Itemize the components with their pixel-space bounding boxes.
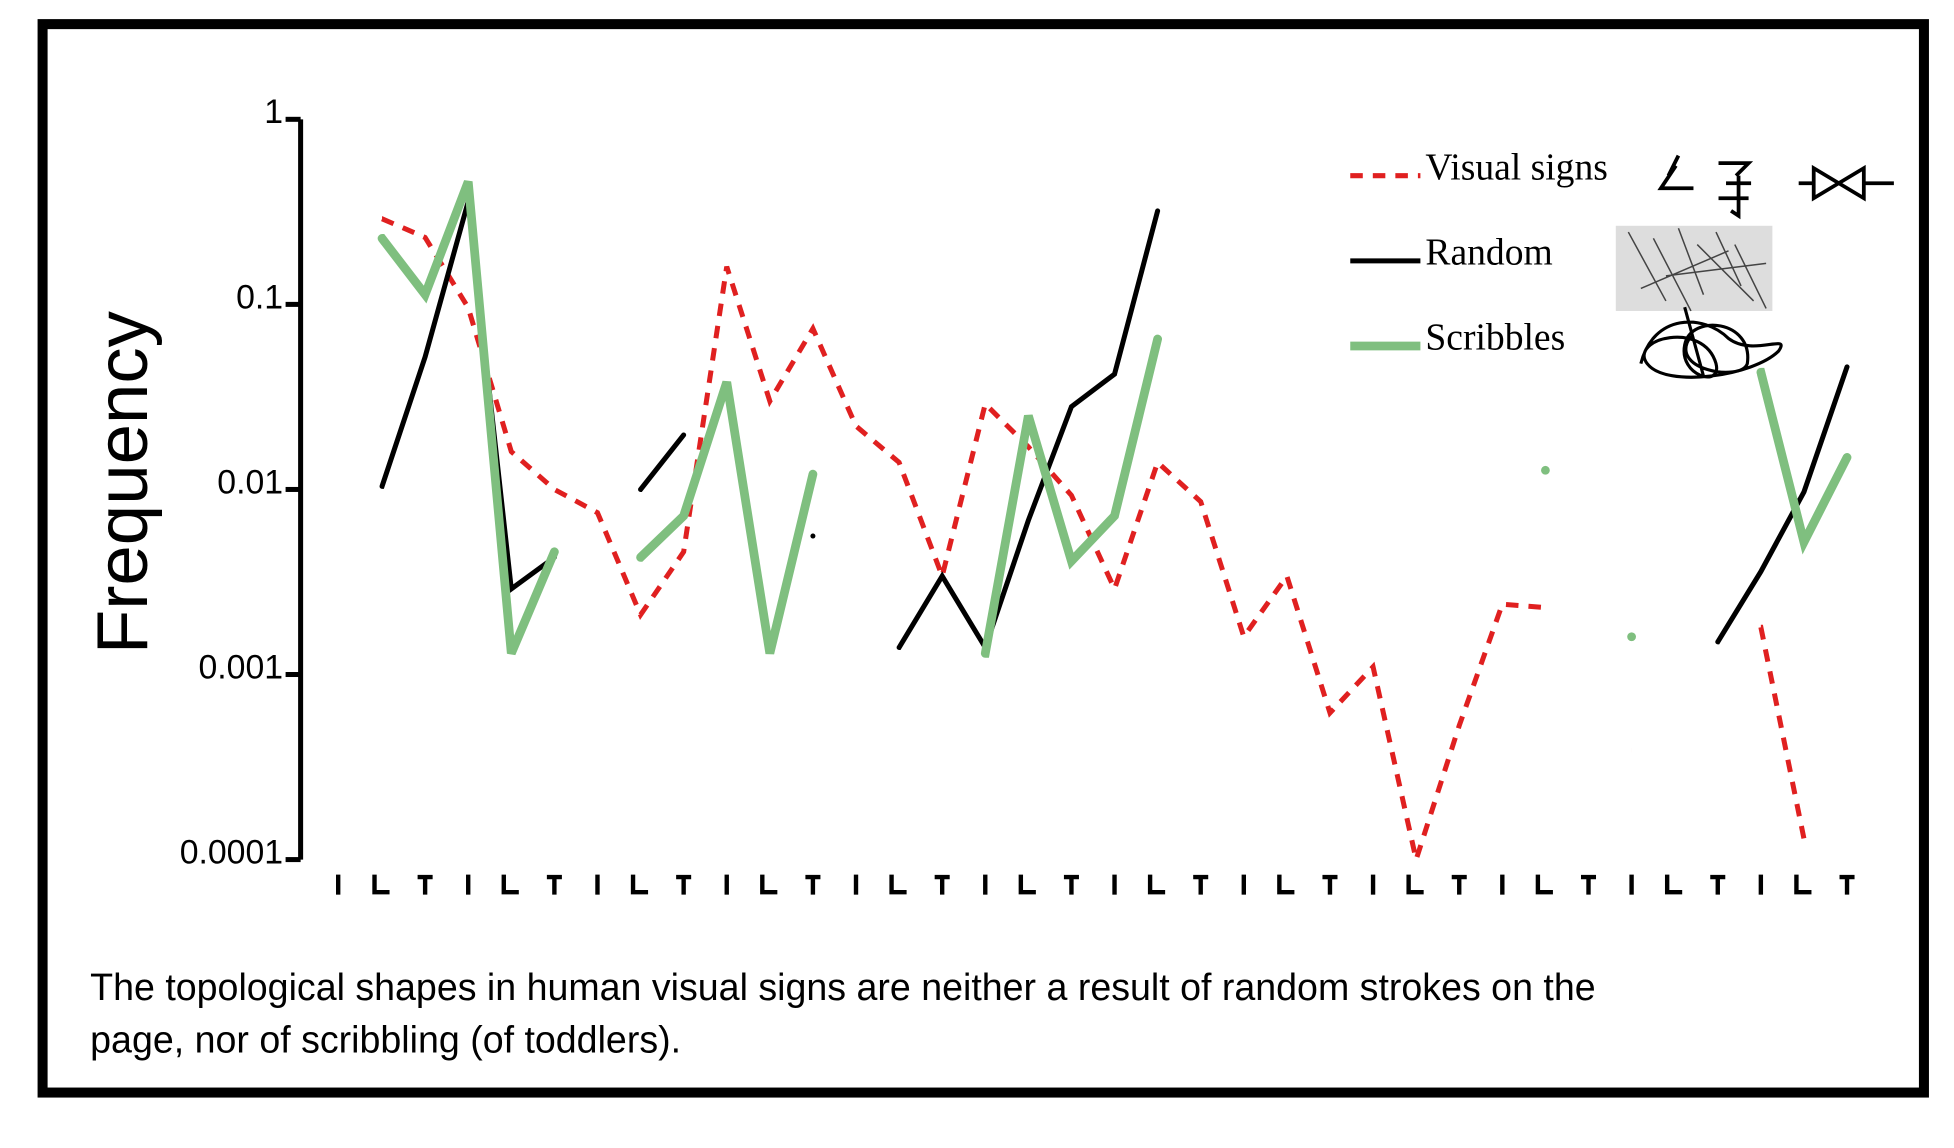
series-line [377,180,1852,658]
x-tick-glyph [1322,874,1338,895]
series-line [379,200,1850,654]
x-tick-glyph [889,874,907,895]
x-tick-glyph [1451,874,1467,895]
legend-label: Visual signs [1425,147,1607,188]
caption-line: The topological shapes in human visual s… [90,966,1595,1008]
series-line [381,216,1807,870]
x-tick-glyph [676,874,692,895]
x-tick-glyph [1664,874,1683,895]
x-tick-glyph [1794,874,1812,895]
legend-icon-scribbles [1639,306,1783,379]
x-tick-glyph [1406,874,1424,895]
legend-label: Random [1425,232,1552,273]
frame [37,19,1929,1098]
x-tick-glyph [805,874,821,895]
x-tick-glyph [1839,874,1855,895]
x-tick-glyph [546,874,562,895]
y-tick-label: 0.1 [236,278,283,316]
x-tick-glyph [760,874,778,895]
x-tick-glyph [1147,874,1166,895]
y-tick-label: 0.0001 [180,834,283,872]
x-tick-glyph [1018,874,1036,895]
legend-icon-signs [1657,154,1894,220]
x-tick-glyph [1710,874,1726,895]
x-tick-glyph [501,874,519,895]
y-tick-label: 0.001 [199,648,284,686]
y-tick-label: 0.01 [217,463,283,501]
x-tick-glyph [1535,874,1553,895]
y-tick-label: 1 [264,93,283,131]
legend-icon-random [1615,225,1773,312]
x-tick-glyph [630,874,649,895]
caption-line: page, nor of scribbling (of toddlers). [90,1018,681,1060]
x-tick-glyph [1277,874,1295,895]
x-tick-glyph [1063,874,1079,895]
x-tick-glyph [417,874,433,895]
legend-label: Scribbles [1425,318,1565,359]
y-axis-label: Frequency [82,310,163,654]
x-tick-glyph [1193,874,1209,895]
x-tick-glyph [934,874,950,895]
x-tick-glyph [372,874,390,895]
x-tick-glyph [1580,874,1597,895]
